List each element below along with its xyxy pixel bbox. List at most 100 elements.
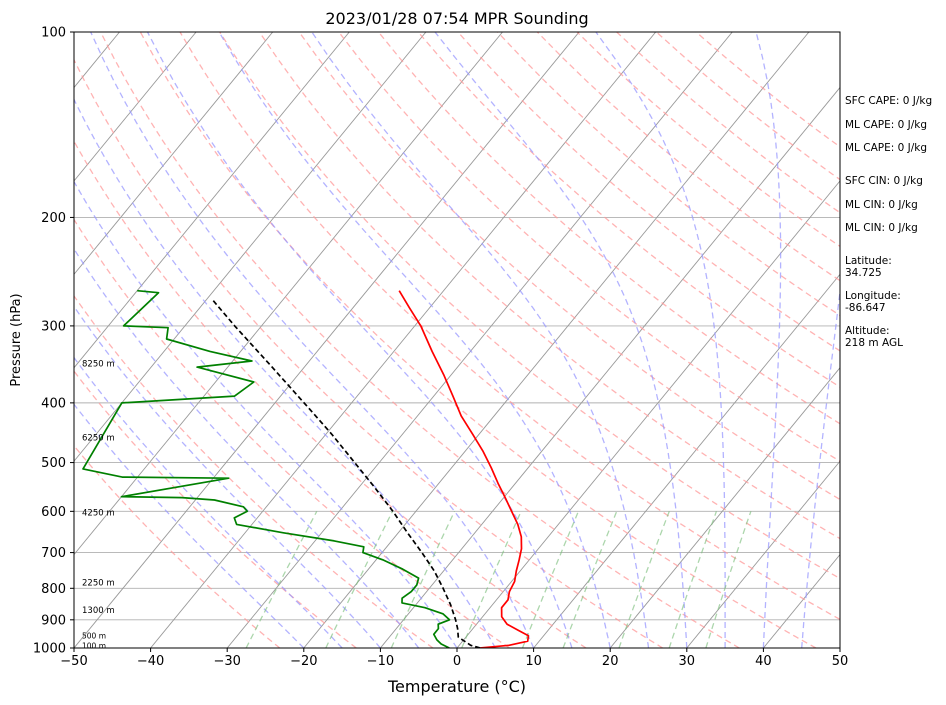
- isotherm-line: [74, 32, 350, 369]
- ml-cin: ML CIN: 0 J/kg: [845, 222, 918, 234]
- moist-adiabat: [218, 32, 611, 648]
- temperature-profile: [398, 290, 530, 648]
- y-tick-label: 600: [41, 505, 66, 520]
- mixing-ratio-line: [705, 511, 752, 648]
- height-label: 100 m: [82, 641, 106, 650]
- x-axis-label: Temperature (°C): [387, 677, 526, 696]
- mixing-ratio-line: [618, 511, 670, 648]
- moist-adiabat: [74, 403, 305, 648]
- x-tick-label: 10: [525, 654, 542, 669]
- ml-cape: ML CAPE: 0 J/kg: [845, 119, 927, 131]
- isotherm-line: [74, 32, 427, 462]
- isotherm-line: [609, 367, 840, 648]
- isotherm-line: [74, 32, 274, 276]
- moist-adiabat: [90, 32, 535, 648]
- sfc-cape: SFC CAPE: 0 J/kg: [845, 95, 932, 107]
- dry-adiabat: [179, 32, 840, 621]
- x-tick-label: 20: [602, 654, 619, 669]
- y-tick-label: 300: [41, 319, 66, 334]
- longitude-value: -86.647: [845, 302, 886, 314]
- mixing-ratio-line: [245, 510, 318, 648]
- isotherm-line: [533, 273, 840, 648]
- y-tick-label: 500: [41, 456, 66, 471]
- x-tick-label: 50: [832, 654, 849, 669]
- height-label: 6250 m: [82, 433, 115, 443]
- x-tick-label: −10: [367, 654, 394, 669]
- dry-adiabat: [74, 140, 587, 648]
- y-tick-label: 700: [41, 546, 66, 561]
- isotherm-line: [74, 32, 197, 182]
- altitude-value: 218 m AGL: [845, 337, 903, 349]
- height-label: 4250 m: [82, 509, 115, 519]
- moist-adiabat: [146, 32, 573, 648]
- y-tick-label: 200: [41, 211, 66, 226]
- mixing-ratio-line: [390, 511, 456, 648]
- series-layer: [82, 289, 530, 648]
- chart-title: 2023/01/28 07:54 MPR Sounding: [325, 9, 588, 28]
- dry-adiabat: [497, 32, 840, 317]
- height-label: 2250 m: [82, 579, 115, 589]
- height-label: 1300 m: [82, 606, 115, 616]
- dry-adiabat: [74, 444, 281, 648]
- dry-adiabat: [100, 32, 740, 648]
- sfc-cin: SFC CIN: 0 J/kg: [845, 175, 923, 187]
- x-tick-label: 30: [679, 654, 696, 669]
- dry-adiabat: [74, 218, 510, 648]
- altitude-label: Altitude:: [845, 325, 890, 337]
- isotherm-line: [686, 460, 840, 648]
- isotherm-line: [150, 32, 657, 648]
- dry-adiabat: [457, 32, 840, 352]
- x-tick-label: 40: [755, 654, 772, 669]
- ml-cape: ML CAPE: 0 J/kg: [845, 142, 927, 154]
- y-tick-label: 400: [41, 396, 66, 411]
- x-tick-label: −20: [290, 654, 317, 669]
- moist-adiabat: [74, 356, 343, 648]
- x-tick-label: −30: [213, 654, 240, 669]
- isotherm-line: [456, 180, 840, 648]
- stats-panel: SFC CAPE: 0 J/kg ML CAPE: 0 J/kg ML CAPE…: [845, 95, 932, 349]
- mixing-ratio-line: [562, 511, 618, 648]
- isotherm-line: [380, 86, 840, 648]
- dry-adiabat: [536, 32, 840, 282]
- moist-adiabat: [74, 305, 381, 648]
- axis-ticks: −50 −40 −30 −20 −10 0 10 20 30 40 50 100 200 300 400 50…: [33, 26, 848, 670]
- height-label: 500 m: [82, 632, 106, 641]
- mixing-ratio-line: [668, 511, 718, 648]
- isotherm-line: [303, 32, 810, 648]
- mixing-ratio-line: [521, 511, 580, 648]
- dry-adiabat: [219, 32, 840, 580]
- longitude-label: Longitude:: [845, 290, 901, 302]
- isotherm-line: [74, 32, 503, 556]
- moist-adiabat: [74, 180, 458, 648]
- moist-adiabat: [755, 32, 782, 648]
- moist-adiabat: [595, 32, 726, 648]
- height-label: 8250 m: [82, 359, 115, 369]
- y-tick-label: 1000: [33, 642, 66, 657]
- moist-adiabat: [74, 97, 496, 648]
- dry-adiabat: [139, 32, 817, 648]
- dry-adiabat: [74, 58, 664, 648]
- dry-adiabat: [298, 32, 840, 501]
- ml-cin: ML CIN: 0 J/kg: [845, 199, 918, 211]
- moist-adiabat: [74, 247, 420, 648]
- dry-adiabat: [258, 32, 840, 540]
- latitude-value: 34.725: [845, 267, 882, 279]
- x-tick-label: −50: [60, 654, 87, 669]
- mixing-ratio-line: [325, 511, 394, 648]
- parcel-profile: [212, 300, 481, 648]
- y-tick-label: 100: [41, 26, 66, 41]
- mixing-ratio-line: [461, 511, 522, 648]
- y-tick-label: 900: [41, 613, 66, 628]
- y-axis-label: Pressure (hPa): [9, 293, 24, 386]
- background-lines: [74, 32, 840, 648]
- dewpoint-profile: [82, 289, 451, 648]
- isotherm-line: [226, 32, 733, 648]
- moist-adiabat: [801, 287, 840, 648]
- y-tick-label: 800: [41, 582, 66, 597]
- moist-adiabat: [311, 32, 650, 648]
- isotherm-line: [74, 32, 580, 648]
- latitude-label: Latitude:: [845, 255, 892, 267]
- moist-adiabat: [434, 32, 688, 648]
